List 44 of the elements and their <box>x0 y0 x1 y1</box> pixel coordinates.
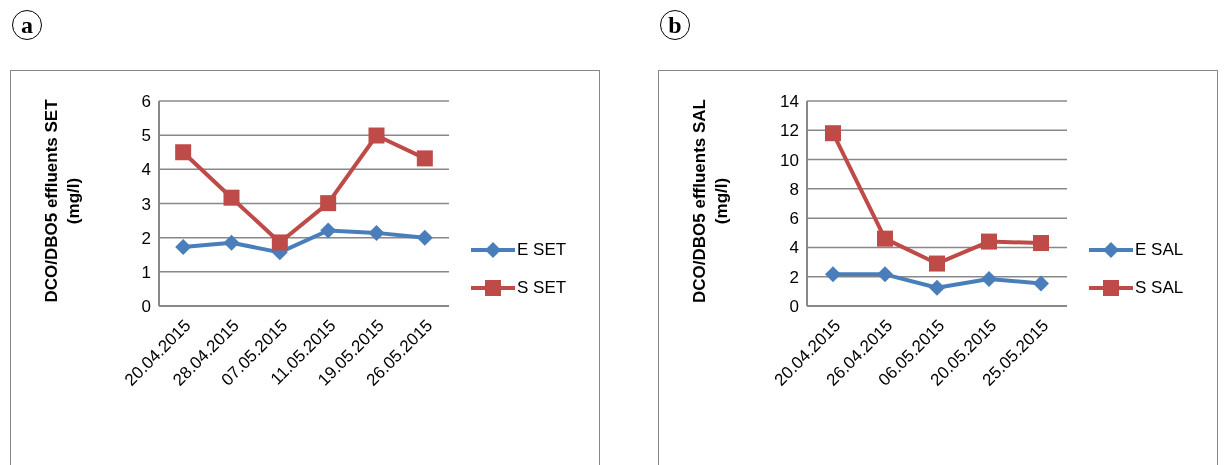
legend-label: E SET <box>517 239 567 260</box>
point <box>175 144 192 161</box>
point <box>223 189 240 206</box>
chart-title: b <box>660 10 690 40</box>
point <box>368 127 385 144</box>
y-tick-label: 0 <box>789 297 799 317</box>
y-tick-label: 0 <box>141 297 151 317</box>
point <box>271 234 288 251</box>
y-tick-label: 8 <box>789 179 799 199</box>
legend-label: E SAL <box>1135 239 1184 260</box>
point <box>223 234 240 251</box>
chart-title: a <box>12 10 42 40</box>
y-tick-label: 1 <box>141 262 151 282</box>
y-tick-label: 14 <box>780 92 799 112</box>
point <box>416 150 433 167</box>
y-tick-label: 6 <box>141 92 151 112</box>
y-tick-label: 2 <box>141 228 151 248</box>
legend-label: S SAL <box>1135 277 1184 298</box>
y-tick-label: 2 <box>789 267 799 287</box>
y-tick-label: 12 <box>780 121 799 141</box>
y-axis-title: DCO/DBO5 effluents SET (mg/l) <box>41 98 84 305</box>
point <box>320 222 337 239</box>
point <box>929 255 945 272</box>
point <box>175 238 192 255</box>
point <box>981 233 997 250</box>
point <box>1033 235 1049 252</box>
legend-label: S SET <box>517 277 567 298</box>
point <box>877 230 893 247</box>
y-tick-label: 10 <box>780 150 799 170</box>
point <box>1033 275 1049 292</box>
point <box>877 266 893 283</box>
y-axis-title: DCO/DBO5 effluents SAL (mg/l) <box>689 98 732 305</box>
point <box>929 279 945 296</box>
point <box>416 229 433 246</box>
point <box>825 266 841 283</box>
point <box>368 224 385 241</box>
y-tick-label: 4 <box>789 238 799 258</box>
point <box>825 125 841 142</box>
y-tick-label: 3 <box>141 194 151 214</box>
point <box>981 270 997 287</box>
point <box>320 195 337 212</box>
y-tick-label: 6 <box>789 209 799 229</box>
y-tick-label: 5 <box>141 126 151 146</box>
y-tick-label: 4 <box>141 160 151 180</box>
